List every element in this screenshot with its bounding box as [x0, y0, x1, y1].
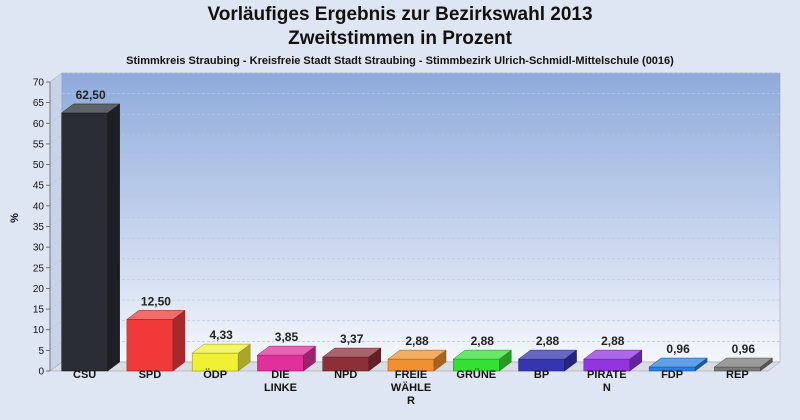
grid-line-wall [49, 72, 63, 83]
bar-top [517, 349, 578, 360]
bar-top [191, 343, 251, 354]
y-tick-label: 30 [33, 243, 45, 254]
y-tick-label: 40 [33, 201, 45, 212]
grid-line-wall [49, 237, 63, 248]
grid-line-wall [49, 114, 63, 124]
x-category-label: FDP [637, 369, 707, 382]
y-tick-label: 20 [33, 284, 45, 295]
grid-line-wall [49, 320, 63, 330]
bar-value-label: 0,96 [732, 342, 756, 356]
x-category-label-line: SPD [138, 369, 162, 381]
bar [517, 349, 578, 372]
x-category-label: CSU [50, 369, 120, 382]
bar [191, 343, 251, 372]
grid-line-wall [49, 93, 63, 103]
grid-line-wall [49, 196, 63, 207]
x-category-label-line: ÖDP [203, 369, 228, 381]
bar-top [256, 345, 317, 356]
bar-top [321, 347, 382, 358]
x-category-label-line: WÄHLE [390, 382, 432, 394]
bar-side [107, 103, 120, 372]
x-category-label-line: REP [726, 369, 749, 381]
bar [60, 103, 121, 372]
bar-top [713, 357, 774, 368]
bar [387, 349, 447, 372]
bar-top [387, 349, 447, 360]
x-category-label: PIRATE N [572, 369, 642, 395]
bar-front [61, 112, 108, 372]
y-tick-label: 70 [33, 78, 45, 89]
x-category-label-line: FREIE [394, 369, 428, 381]
y-tick-label: 10 [33, 325, 45, 336]
y-tick-label: 25 [33, 263, 45, 274]
grid-line-wall [49, 258, 63, 269]
grid-line-wall [49, 155, 63, 165]
bar-value-label: 2,88 [601, 334, 625, 348]
bar-top [126, 310, 186, 320]
bar-top [648, 357, 708, 368]
grid-line-wall [49, 299, 63, 310]
x-category-label-line: PIRATE [587, 369, 627, 381]
x-category-label-line: N [602, 382, 611, 394]
x-category-label: SPD [115, 369, 185, 382]
bar-value-label: 2,88 [471, 334, 495, 348]
bar-value-label: 3,85 [275, 330, 299, 344]
grid-line-wall [49, 134, 63, 145]
x-category-label-line: NPD [334, 369, 358, 381]
x-category-label-line: LINKE [263, 382, 297, 394]
x-category-label: NPD [311, 369, 381, 382]
bar-top [60, 103, 121, 114]
grid-line-wall [49, 279, 63, 289]
y-tick-label: 55 [33, 139, 45, 150]
y-tick-label: 60 [33, 119, 45, 130]
bar [583, 349, 643, 372]
x-category-label: BP [507, 369, 577, 382]
x-category-label-line: BP [533, 369, 550, 381]
x-category-label: DIE LINKE [245, 369, 315, 395]
bar-value-label: 2,88 [405, 334, 429, 348]
x-category-label: FREIE WÄHLE R [376, 369, 446, 408]
x-category-label-line: CSU [73, 369, 97, 381]
chart-title: Vorläufiges Ergebnis zur Bezirkswahl 201… [207, 4, 593, 25]
bar-value-label: 2,88 [536, 334, 560, 348]
y-tick-label: 35 [33, 222, 45, 233]
bar-value-label: 4,33 [210, 328, 234, 342]
grid-line-wall [49, 341, 63, 351]
y-tick-label: 0 [38, 367, 44, 378]
bar-value-label: 3,37 [340, 332, 364, 346]
bar [452, 349, 513, 372]
x-category-label-line: DIE [271, 369, 290, 381]
chart-subtitle: Zweitstimmen in Prozent [288, 28, 512, 49]
bar-value-label: 12,50 [141, 294, 171, 308]
x-category-label-line: FDP [661, 369, 684, 381]
x-category-label: ÖDP [180, 369, 250, 382]
y-tick-label: 5 [38, 346, 44, 357]
bar [126, 309, 186, 372]
bar-value-label: 0,96 [666, 342, 690, 356]
y-tick-label: 45 [33, 181, 45, 192]
bar-value-label: 62,50 [76, 88, 106, 102]
bar [648, 357, 708, 372]
grid-line-wall [49, 175, 63, 186]
bar [256, 345, 317, 372]
x-category-label: GRÜNE [441, 369, 511, 382]
x-category-label-line: R [407, 395, 415, 407]
x-category-label-line: GRÜNE [456, 369, 497, 381]
chart-caption: Stimmkreis Straubing - Kreisfreie Stadt … [126, 55, 674, 67]
grid-line-wall [49, 217, 63, 227]
y-tick-label: 50 [33, 160, 45, 171]
bar-side [172, 309, 186, 372]
x-category-label: REP [702, 369, 772, 382]
y-tick-label: 65 [33, 98, 45, 109]
bar [321, 347, 382, 372]
bar-front [126, 319, 174, 372]
bar-top [583, 349, 643, 360]
bar [713, 357, 774, 372]
bar-top [452, 349, 513, 360]
y-tick-label: 15 [33, 305, 45, 316]
